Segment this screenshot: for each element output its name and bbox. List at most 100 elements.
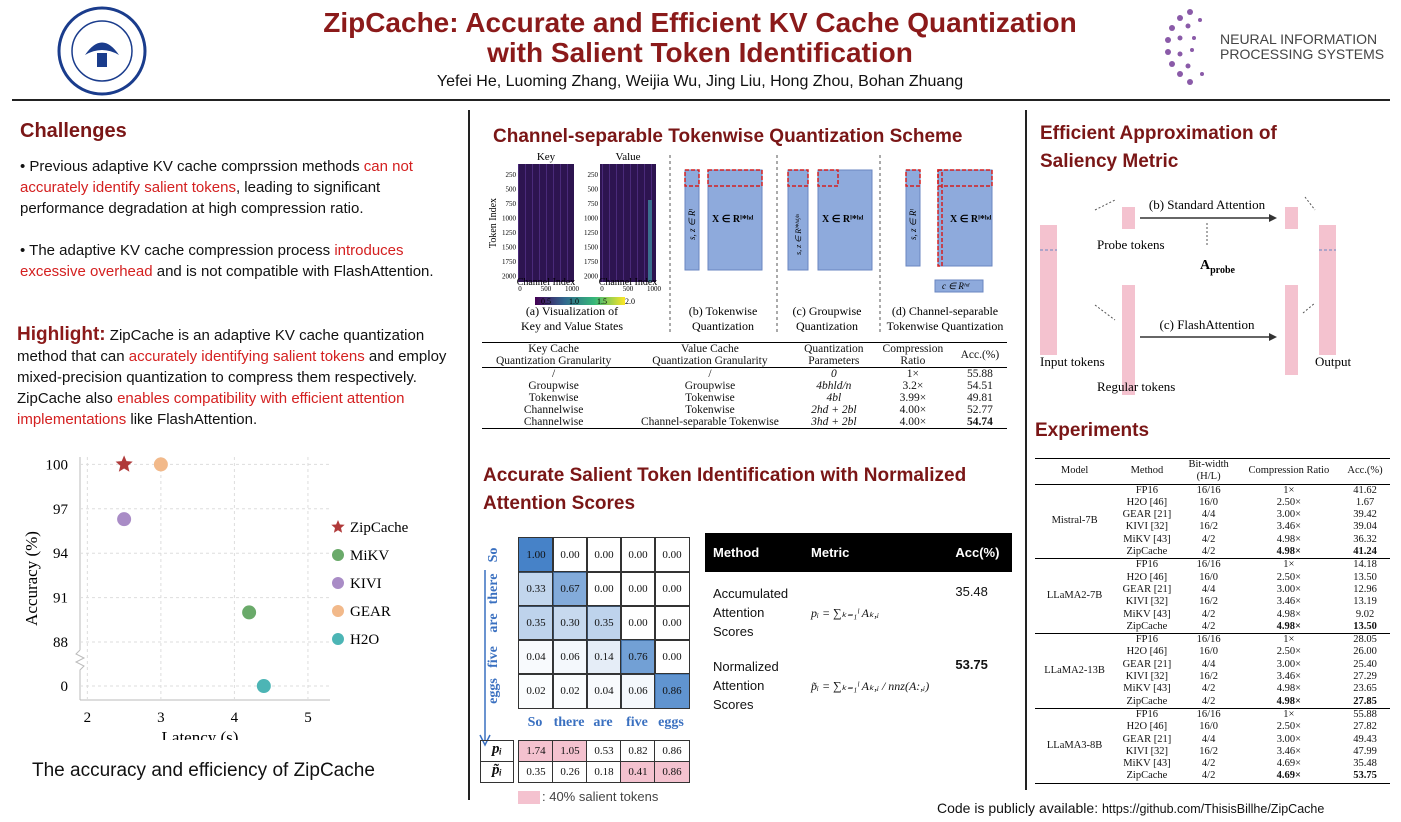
table-header: Compression Ratio	[873, 343, 953, 368]
table-row: ZipCache 4/2 4.98× 41.24	[1035, 546, 1390, 559]
tick-label: 500	[506, 186, 517, 194]
table-cell: GEAR [21]	[1122, 583, 1172, 595]
table-cell: 4.98×	[1276, 546, 1302, 558]
table-header-row: Model Method Bit-width (H/L) Compression Ra…	[1035, 459, 1390, 485]
header-line: Quantization Granularity	[652, 355, 768, 367]
section-title: Accurate Salient Token Identification wi…	[483, 465, 967, 486]
table-cell: 1×	[906, 368, 919, 380]
point	[256, 679, 271, 693]
axis-label: Channel Index	[599, 277, 658, 288]
table-cell: /	[552, 368, 556, 380]
table-row: LLaMA3-8B FP16 16/16 1× 55.88	[1035, 708, 1390, 751]
column-token: five	[626, 715, 648, 730]
table-cell: 0	[830, 368, 837, 380]
table-row: KIVI [32] 16/2 3.46× 27.29	[1035, 671, 1390, 683]
tick-label: 500	[541, 285, 552, 293]
table-row: Accumulated Attention Scores pᵢ = ∑ₖ₌₁ˡ Aₖ,…	[705, 572, 1012, 645]
matrix-cell: 0.00	[654, 639, 690, 675]
score-label: p̃ᵢ	[480, 761, 514, 783]
tick-label: 750	[506, 200, 517, 208]
column-token: So	[527, 715, 543, 730]
point	[153, 457, 168, 472]
legend-marker	[332, 605, 344, 617]
figure-caption: (a) Visualization of	[526, 304, 618, 318]
text-run: can not accurately identify salient toke…	[20, 158, 413, 196]
text-run: and is not compatible with FlashAttentio…	[152, 263, 434, 280]
metric-table: Method Metric Acc(%) Accumulated Attention Sc…	[705, 533, 1012, 718]
formula: pᵢ = ∑ₖ₌₁ˡ Aₖ,ᵢ	[811, 606, 879, 620]
table-cell: 41.62	[1353, 484, 1377, 496]
figure-caption: Tokenwise Quantization	[887, 319, 1004, 333]
tick-label: 2000	[584, 273, 599, 281]
diagram-label: Input tokens	[1040, 354, 1105, 369]
table-cell: 16/0	[1199, 571, 1218, 583]
text-run: , leading to significant performance deg…	[20, 179, 381, 217]
table-cell: Tokenwise	[685, 404, 735, 416]
figure-caption: The accuracy and efficiency of ZipCache	[32, 760, 375, 781]
table-cell: 41.24	[1353, 546, 1377, 558]
table-cell: 16/16	[1196, 634, 1221, 646]
text-run: like FlashAttention.	[126, 411, 258, 428]
table-cell: H2O [46]	[1126, 721, 1168, 733]
tick-label: 1000	[584, 215, 599, 223]
tick-label: 2000	[502, 273, 517, 281]
math: s, z ∈ Rˡ*ʰᵈ/ⁿ	[794, 214, 803, 255]
tick-label: 1250	[584, 229, 599, 237]
table-cell: 53.75	[955, 657, 988, 672]
y-tick-label: 94	[53, 546, 69, 562]
table-header-row: Key Cache Quantization Granularity Value C…	[482, 343, 1007, 368]
table-cell: KIVI [32]	[1125, 745, 1169, 757]
diagram-math: Aprobe	[1200, 258, 1236, 276]
quantization-table: Key Cache Quantization Granularity Value C…	[482, 342, 1007, 429]
legend-label: H2O	[350, 632, 379, 648]
attention-matrix: So So there there are are five five eggs eggs 1.00…	[470, 530, 710, 820]
table-cell: /	[708, 368, 712, 380]
section-title: Challenges	[20, 120, 127, 142]
table-row: KIVI [32] 16/2 3.46× 39.04	[1035, 521, 1390, 533]
score-cell: 0.41	[620, 761, 656, 783]
legend-marker	[332, 577, 344, 589]
table-cell: 4/2	[1201, 683, 1216, 695]
legend: : 40% salient tokens	[518, 789, 659, 805]
row-token: eggs	[486, 678, 501, 704]
table-cell: 28.05	[1353, 634, 1377, 646]
table-cell: 4.98×	[1276, 533, 1301, 545]
colorbar-tick: 2.0	[625, 297, 635, 306]
table-cell: KIVI [32]	[1125, 521, 1169, 533]
figure-caption: Quantization	[796, 319, 858, 333]
table-row: GEAR [21] 4/4 3.00× 25.40	[1035, 659, 1390, 671]
heatmap-title: Value	[615, 151, 640, 163]
table-cell: 4/2	[1201, 620, 1216, 632]
table-cell: 4.98×	[1276, 608, 1301, 620]
legend-marker	[332, 549, 344, 561]
table-header: Value Cache Quantization Granularity	[625, 343, 794, 368]
legend-label: MiKV	[350, 548, 389, 564]
legend-label: : 40% salient tokens	[542, 789, 659, 804]
text-run: and employ mixed-precision quantization …	[17, 348, 447, 407]
table-cell: 4/4	[1201, 509, 1216, 521]
table-cell: 16/2	[1199, 745, 1218, 757]
table-cell: 3.99×	[899, 392, 927, 404]
y-tick-label: 97	[53, 502, 69, 518]
table-row: H2O [46] 16/0 2.50× 27.82	[1035, 721, 1390, 733]
matrix-cell: 0.35	[518, 605, 554, 641]
table-cell: 3.00×	[1276, 509, 1301, 521]
matrix-cell: 0.00	[586, 571, 622, 607]
table-header: Method	[705, 533, 804, 572]
table-cell: 14.18	[1353, 559, 1377, 571]
math-base: A	[1200, 258, 1211, 273]
colorbar-tick: 1.0	[569, 297, 579, 306]
header-line: Value Cache	[681, 343, 739, 355]
table-cell: 12.96	[1353, 583, 1377, 595]
table-cell: 1×	[1283, 484, 1295, 496]
code-link[interactable]: https://github.com/ThisisBillhe/ZipCache	[1101, 802, 1325, 816]
tick-label: 0	[600, 285, 604, 293]
cell-line: Scores	[713, 624, 754, 639]
table-row: ZipCache 4/2 4.98× 13.50	[1035, 621, 1390, 634]
section-title: Channel-separable Tokenwise Quantization…	[493, 126, 963, 147]
table-row: / / 0 1× 55.88	[482, 368, 1007, 381]
table-header: Bit-width (H/L)	[1188, 459, 1229, 483]
table-cell: GEAR [21]	[1122, 658, 1172, 670]
tick-label: 1500	[502, 244, 517, 252]
divider	[12, 99, 1390, 101]
